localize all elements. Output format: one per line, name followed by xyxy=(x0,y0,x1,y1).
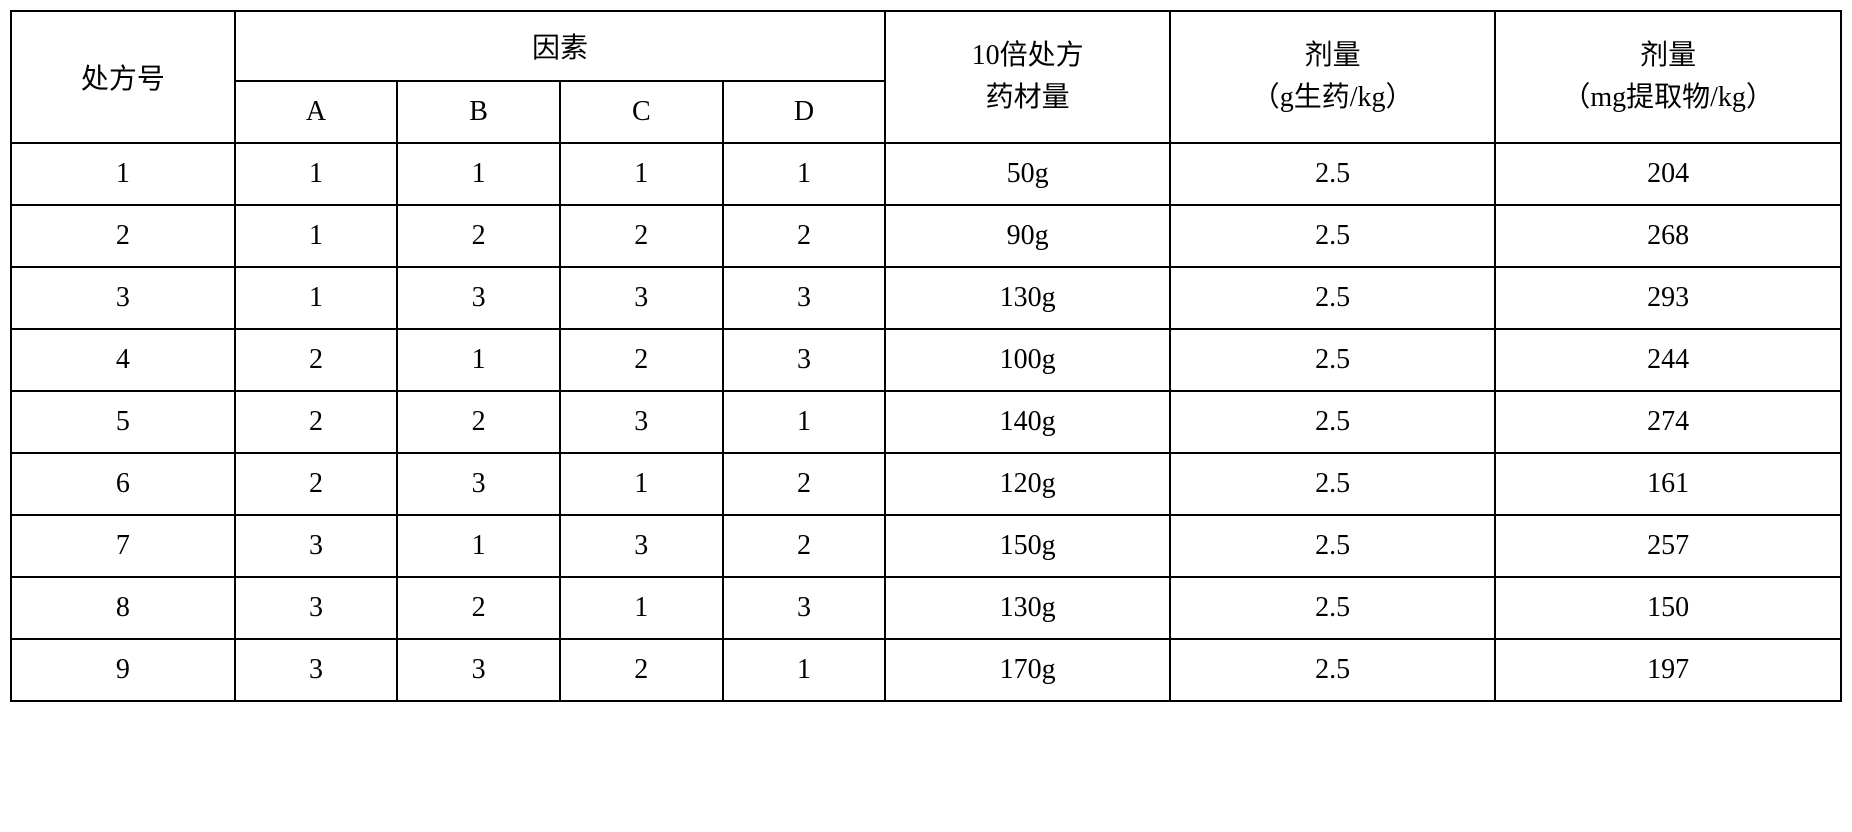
cell-amount: 50g xyxy=(885,143,1170,205)
table-row: 2 1 2 2 2 90g 2.5 268 xyxy=(11,205,1841,267)
header-factor-a: A xyxy=(235,81,398,143)
cell-a: 1 xyxy=(235,267,398,329)
table-row: 9 3 3 2 1 170g 2.5 197 xyxy=(11,639,1841,701)
cell-amount: 130g xyxy=(885,577,1170,639)
cell-a: 1 xyxy=(235,205,398,267)
cell-b: 1 xyxy=(397,143,560,205)
header-prescription-no: 处方号 xyxy=(11,11,235,143)
cell-b: 3 xyxy=(397,267,560,329)
cell-dose2: 197 xyxy=(1495,639,1841,701)
cell-b: 1 xyxy=(397,329,560,391)
header-factor-group: 因素 xyxy=(235,11,886,81)
table-row: 4 2 1 2 3 100g 2.5 244 xyxy=(11,329,1841,391)
cell-dose2: 268 xyxy=(1495,205,1841,267)
cell-c: 3 xyxy=(560,391,723,453)
cell-d: 2 xyxy=(723,205,886,267)
cell-a: 3 xyxy=(235,639,398,701)
cell-d: 1 xyxy=(723,143,886,205)
cell-a: 2 xyxy=(235,329,398,391)
cell-dose1: 2.5 xyxy=(1170,329,1495,391)
cell-a: 3 xyxy=(235,515,398,577)
cell-dose1: 2.5 xyxy=(1170,391,1495,453)
cell-c: 2 xyxy=(560,639,723,701)
cell-d: 2 xyxy=(723,453,886,515)
cell-c: 1 xyxy=(560,143,723,205)
cell-no: 8 xyxy=(11,577,235,639)
cell-dose1: 2.5 xyxy=(1170,453,1495,515)
cell-b: 2 xyxy=(397,577,560,639)
cell-c: 3 xyxy=(560,515,723,577)
cell-d: 1 xyxy=(723,639,886,701)
cell-dose1: 2.5 xyxy=(1170,205,1495,267)
table-row: 1 1 1 1 1 50g 2.5 204 xyxy=(11,143,1841,205)
cell-b: 3 xyxy=(397,453,560,515)
header-amount-line1: 10倍处方 xyxy=(890,35,1165,77)
cell-amount: 100g xyxy=(885,329,1170,391)
cell-d: 3 xyxy=(723,329,886,391)
cell-dose1: 2.5 xyxy=(1170,267,1495,329)
cell-c: 2 xyxy=(560,329,723,391)
cell-no: 4 xyxy=(11,329,235,391)
table-row: 6 2 3 1 2 120g 2.5 161 xyxy=(11,453,1841,515)
cell-no: 6 xyxy=(11,453,235,515)
cell-dose2: 293 xyxy=(1495,267,1841,329)
header-dose2-line1: 剂量 xyxy=(1500,35,1836,77)
cell-b: 2 xyxy=(397,391,560,453)
cell-c: 3 xyxy=(560,267,723,329)
cell-a: 2 xyxy=(235,453,398,515)
cell-c: 1 xyxy=(560,577,723,639)
cell-amount: 90g xyxy=(885,205,1170,267)
cell-dose1: 2.5 xyxy=(1170,143,1495,205)
table-row: 7 3 1 3 2 150g 2.5 257 xyxy=(11,515,1841,577)
cell-dose2: 150 xyxy=(1495,577,1841,639)
cell-a: 1 xyxy=(235,143,398,205)
cell-d: 3 xyxy=(723,577,886,639)
cell-d: 1 xyxy=(723,391,886,453)
header-dose1-line1: 剂量 xyxy=(1175,35,1490,77)
header-amount: 10倍处方 药材量 xyxy=(885,11,1170,143)
cell-dose2: 257 xyxy=(1495,515,1841,577)
cell-dose2: 274 xyxy=(1495,391,1841,453)
header-factor-b: B xyxy=(397,81,560,143)
table-row: 5 2 2 3 1 140g 2.5 274 xyxy=(11,391,1841,453)
cell-dose1: 2.5 xyxy=(1170,639,1495,701)
cell-amount: 140g xyxy=(885,391,1170,453)
prescription-table: 处方号 因素 10倍处方 药材量 剂量 （g生药/kg） 剂量 （mg提取物/k… xyxy=(10,10,1842,702)
cell-no: 1 xyxy=(11,143,235,205)
cell-dose2: 204 xyxy=(1495,143,1841,205)
cell-amount: 170g xyxy=(885,639,1170,701)
cell-no: 7 xyxy=(11,515,235,577)
cell-c: 2 xyxy=(560,205,723,267)
cell-b: 3 xyxy=(397,639,560,701)
table-body: 1 1 1 1 1 50g 2.5 204 2 1 2 2 2 90g 2.5 … xyxy=(11,143,1841,701)
cell-b: 1 xyxy=(397,515,560,577)
cell-b: 2 xyxy=(397,205,560,267)
header-factor-c: C xyxy=(560,81,723,143)
cell-no: 5 xyxy=(11,391,235,453)
cell-amount: 130g xyxy=(885,267,1170,329)
header-amount-line2: 药材量 xyxy=(890,77,1165,119)
cell-dose2: 161 xyxy=(1495,453,1841,515)
cell-d: 2 xyxy=(723,515,886,577)
cell-d: 3 xyxy=(723,267,886,329)
header-dose1-line2: （g生药/kg） xyxy=(1175,77,1490,119)
cell-dose1: 2.5 xyxy=(1170,577,1495,639)
header-row-1: 处方号 因素 10倍处方 药材量 剂量 （g生药/kg） 剂量 （mg提取物/k… xyxy=(11,11,1841,81)
header-dose1: 剂量 （g生药/kg） xyxy=(1170,11,1495,143)
cell-dose1: 2.5 xyxy=(1170,515,1495,577)
cell-no: 9 xyxy=(11,639,235,701)
cell-c: 1 xyxy=(560,453,723,515)
table-row: 8 3 2 1 3 130g 2.5 150 xyxy=(11,577,1841,639)
header-factor-d: D xyxy=(723,81,886,143)
header-dose2: 剂量 （mg提取物/kg） xyxy=(1495,11,1841,143)
cell-amount: 120g xyxy=(885,453,1170,515)
cell-no: 2 xyxy=(11,205,235,267)
cell-amount: 150g xyxy=(885,515,1170,577)
header-dose2-line2: （mg提取物/kg） xyxy=(1500,77,1836,119)
cell-a: 3 xyxy=(235,577,398,639)
table-row: 3 1 3 3 3 130g 2.5 293 xyxy=(11,267,1841,329)
cell-dose2: 244 xyxy=(1495,329,1841,391)
cell-no: 3 xyxy=(11,267,235,329)
cell-a: 2 xyxy=(235,391,398,453)
